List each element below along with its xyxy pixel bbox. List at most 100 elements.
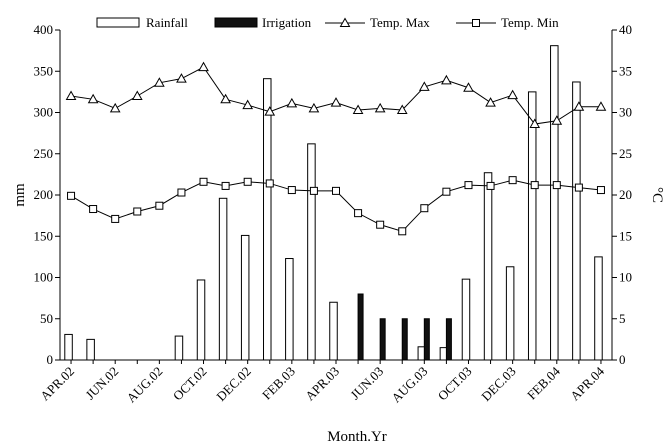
bar-rainfall — [174, 335, 184, 361]
legend-swatch-irrigation — [214, 17, 258, 28]
x-tick-label: APR.04 — [567, 363, 607, 403]
point-temp-min — [354, 209, 363, 218]
bar-irrigation — [401, 318, 408, 361]
y-tick-label-right: 15 — [619, 228, 632, 243]
point-temp-min — [332, 186, 340, 195]
point-temp-max — [396, 104, 408, 115]
y-tick-label-right: 30 — [619, 105, 632, 120]
point-temp-min — [89, 205, 98, 214]
point-temp-min — [221, 181, 230, 190]
x-tick-label: FEB.03 — [259, 364, 298, 403]
legend-label-temp-min: Temp. Min — [501, 15, 559, 30]
y-tick-label-left: 100 — [34, 270, 54, 285]
point-temp-min — [508, 176, 517, 185]
y-tick-label-left: 250 — [34, 146, 54, 161]
point-temp-min — [574, 183, 583, 192]
y-tick-label-right: 20 — [619, 187, 632, 202]
bars — [64, 45, 603, 361]
point-temp-min — [398, 227, 407, 236]
x-tick-label: APR.03 — [302, 364, 342, 404]
bar-rainfall — [505, 266, 515, 361]
point-temp-min — [376, 220, 385, 229]
point-temp-min — [265, 179, 274, 188]
point-temp-max — [154, 77, 165, 87]
legend-item-rainfall: Rainfall — [96, 15, 188, 30]
point-temp-max — [220, 93, 231, 104]
legend-marker-temp-min — [472, 19, 480, 27]
bar-rainfall — [218, 197, 228, 361]
point-temp-max — [529, 118, 541, 129]
bar-rainfall — [240, 234, 250, 361]
bar-rainfall — [527, 91, 537, 361]
point-temp-min — [155, 201, 164, 210]
point-temp-max — [352, 104, 364, 115]
point-temp-max — [418, 81, 430, 91]
y-tick-label-left: 400 — [34, 22, 54, 37]
bar-rainfall — [572, 81, 581, 361]
point-temp-min — [552, 181, 561, 190]
y-tick-label-left: 350 — [34, 63, 54, 78]
point-temp-max — [551, 115, 563, 125]
y-tick-label-right: 40 — [619, 22, 632, 37]
x-axis-title: Month.Yr — [327, 429, 387, 445]
y-tick-label-right: 35 — [619, 63, 632, 78]
point-temp-max — [441, 74, 452, 85]
point-temp-max — [308, 102, 320, 113]
point-temp-max — [65, 90, 77, 100]
x-tick-label: DEC.03 — [478, 364, 518, 404]
legend-item-temp-min: Temp. Min — [456, 15, 559, 30]
bar-rainfall — [307, 143, 316, 361]
point-temp-min — [199, 177, 208, 186]
x-tick-label: JUN.02 — [82, 364, 121, 403]
y-axis-title-right: °C — [649, 187, 665, 203]
point-temp-min — [464, 181, 473, 190]
x-tick-label: AUG.03 — [388, 364, 430, 406]
y-tick-label-left: 300 — [34, 105, 54, 120]
y-tick-label-right: 0 — [619, 352, 626, 367]
legend-label-irrigation: Irrigation — [262, 15, 312, 30]
point-temp-max — [374, 102, 386, 113]
point-temp-max — [242, 99, 254, 110]
point-temp-max — [330, 97, 342, 107]
bar-irrigation — [423, 318, 430, 361]
point-temp-min — [486, 181, 495, 190]
point-temp-min — [287, 186, 296, 195]
point-temp-min — [67, 191, 76, 200]
point-temp-min — [243, 177, 252, 186]
point-temp-max — [198, 61, 209, 72]
point-temp-max — [507, 89, 518, 100]
legend-item-irrigation: Irrigation — [214, 15, 312, 30]
x-tick-label: JUN.03 — [347, 364, 386, 403]
point-temp-min — [133, 207, 142, 216]
y-tick-label-left: 200 — [34, 187, 54, 202]
point-temp-max — [463, 82, 474, 92]
legend-item-temp-max: Temp. Max — [325, 15, 430, 30]
point-temp-min — [309, 186, 318, 195]
bar-rainfall — [550, 45, 559, 361]
point-temp-min — [596, 186, 605, 195]
point-temp-min — [420, 204, 429, 213]
bar-rainfall — [594, 256, 603, 361]
bar-rainfall — [86, 338, 95, 361]
point-temp-max — [595, 101, 607, 111]
x-tick-label: OCT.02 — [170, 364, 210, 404]
point-temp-max — [286, 97, 298, 108]
bar-irrigation — [357, 293, 364, 361]
point-temp-max — [131, 90, 143, 100]
legend-label-temp-max: Temp. Max — [370, 15, 430, 30]
point-temp-min — [530, 181, 539, 190]
legend-swatch-rainfall — [96, 17, 140, 28]
legend-marker-temp-max — [339, 17, 351, 27]
bar-irrigation — [445, 318, 452, 361]
y-tick-label-left: 150 — [34, 228, 54, 243]
y-tick-label-right: 10 — [619, 270, 632, 285]
bar-rainfall — [483, 172, 493, 361]
lines — [65, 61, 607, 236]
y-tick-label-right: 5 — [619, 311, 626, 326]
x-tick-label: AUG.02 — [123, 364, 165, 406]
point-temp-max — [176, 73, 187, 83]
x-tick-label: FEB.04 — [524, 363, 563, 402]
bar-rainfall — [329, 301, 338, 361]
y-tick-label-right: 25 — [619, 146, 632, 161]
